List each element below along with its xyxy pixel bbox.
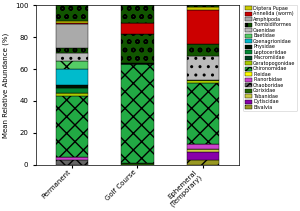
Bar [187, 7, 219, 10]
Bar [56, 69, 88, 85]
Bar [187, 83, 219, 144]
Bar [56, 61, 88, 69]
Bar [187, 152, 219, 160]
Bar [56, 23, 88, 24]
Bar [56, 53, 88, 61]
Bar [121, 163, 154, 165]
Bar [56, 93, 88, 96]
Bar [121, 23, 154, 34]
Bar [121, 34, 154, 63]
Bar [56, 48, 88, 53]
Bar [56, 24, 88, 48]
Bar [56, 160, 88, 165]
Bar [187, 10, 219, 43]
Bar [56, 5, 88, 21]
Bar [187, 144, 219, 149]
Bar [187, 149, 219, 152]
Bar [187, 56, 219, 80]
Bar [56, 96, 88, 157]
Bar [56, 88, 88, 93]
Bar [121, 64, 154, 163]
Legend: Diptera Pupae, Annelida (worm), Amphipoda, Trombidiformes, Caenidae, Baetidae, C: Diptera Pupae, Annelida (worm), Amphipod… [243, 4, 297, 111]
Bar [121, 63, 154, 64]
Bar [56, 21, 88, 23]
Bar [56, 157, 88, 160]
Y-axis label: Mean Relative Abundance (%): Mean Relative Abundance (%) [3, 32, 9, 138]
Bar [187, 80, 219, 83]
Bar [187, 5, 219, 7]
Bar [187, 43, 219, 56]
Bar [187, 160, 219, 165]
Bar [121, 5, 154, 23]
Bar [56, 85, 88, 88]
